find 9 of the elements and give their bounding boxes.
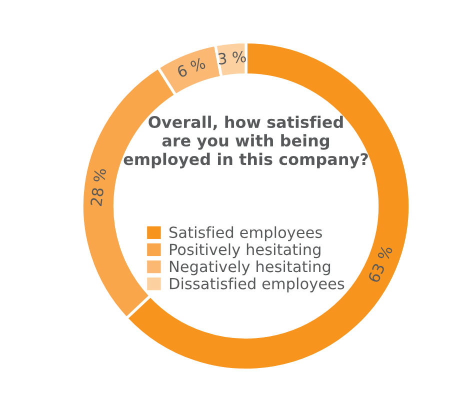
legend-label: Dissatisfied employees <box>170 278 344 292</box>
legend-label: Positively hesitating <box>170 243 320 258</box>
data-label: 63 % <box>368 244 393 284</box>
data-label: 6 % <box>176 57 206 78</box>
legend-label: Negatively hesitating <box>170 260 330 276</box>
data-label: 3 % <box>218 50 246 65</box>
data-label: 28 % <box>90 168 106 206</box>
text: Overall, how satisfied are you with being employed in this company? <box>124 116 368 168</box>
legend-label: Satisfied employees <box>169 226 322 242</box>
